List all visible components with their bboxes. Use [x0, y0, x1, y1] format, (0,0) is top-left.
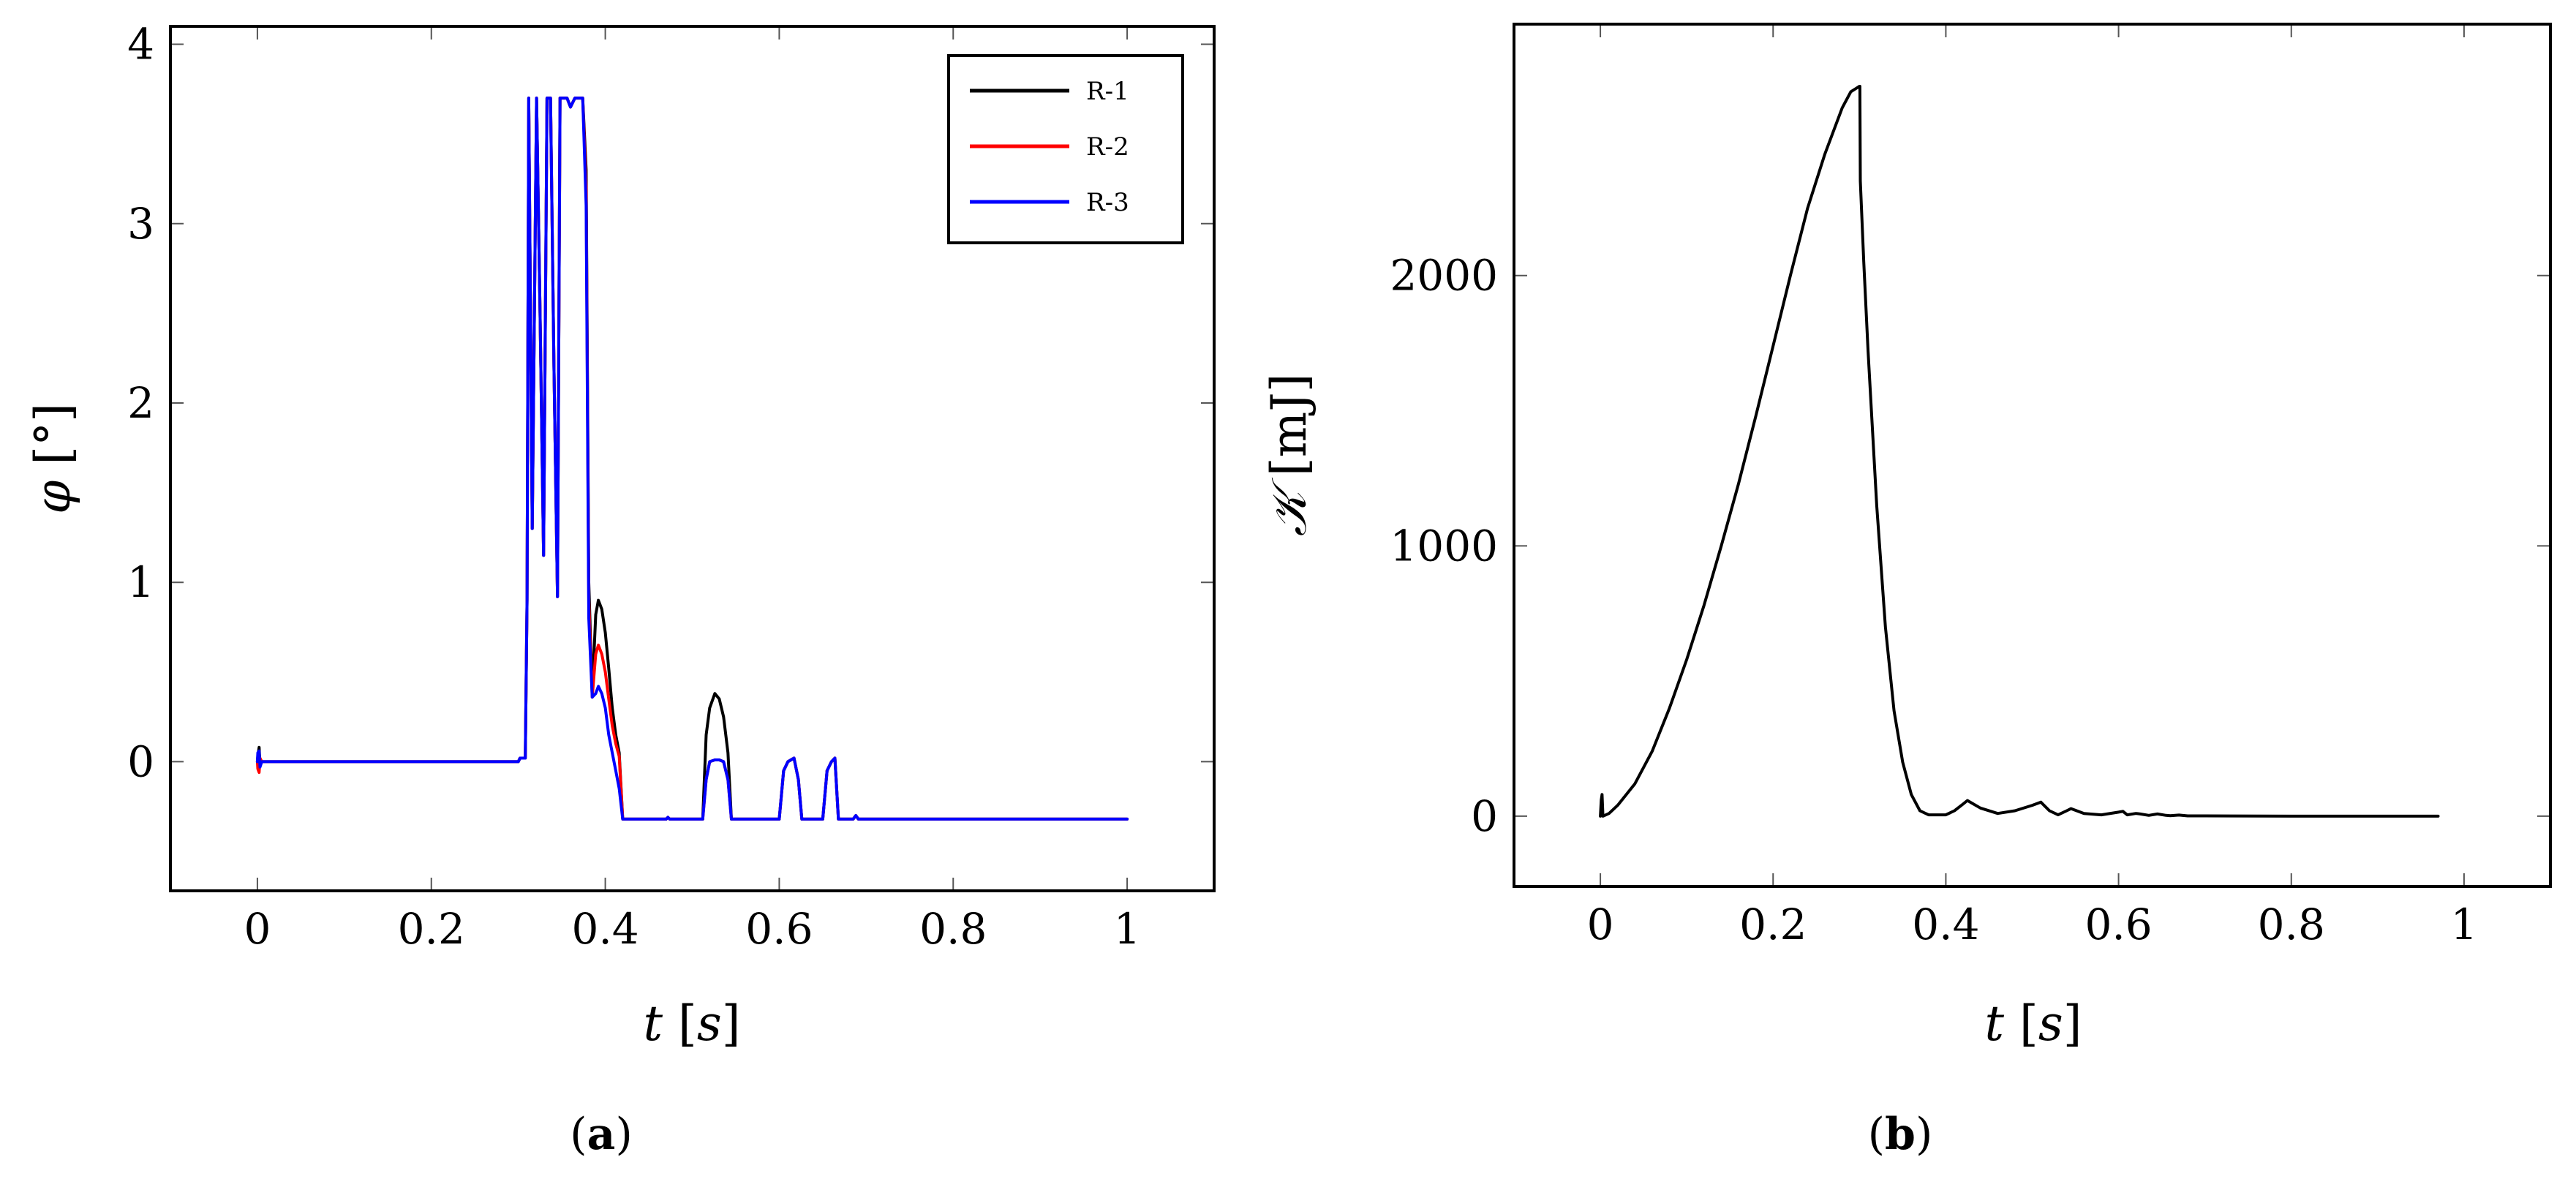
chart-b-xlabel: t [s] [1985, 995, 2082, 1052]
legend-label-r2: R-2 [1086, 132, 1129, 162]
legend-label-r3: R-3 [1086, 188, 1129, 217]
chart-b-plot-area [1599, 85, 2440, 818]
caption-a: (a) [570, 1109, 633, 1160]
chart-a-ytick-label: 2 [127, 378, 154, 428]
chart-a-series-3-line [255, 97, 1129, 821]
chart-a-xtick-label: 0 [244, 904, 271, 954]
chart-b-ytick-label: 2000 [1390, 251, 1498, 301]
chart-a-xtick-label: 0.4 [571, 904, 639, 954]
chart-b-xtick-label: 0.4 [1912, 900, 1979, 949]
chart-a-xtick-label: 0.8 [919, 904, 987, 954]
legend-box [947, 54, 1184, 244]
chart-b-ticks: 0 0.2 0.4 0.6 0.8 1 0 1000 2000 [1390, 24, 2550, 949]
chart-b-ytick-label: 1000 [1390, 521, 1498, 570]
chart-panel-a: 0 0.2 0.4 0.6 0.8 1 0 1 2 3 4 t [s] φ [°] R-1 R-2 … [25, 20, 1216, 1160]
chart-a-plot-area [255, 97, 1129, 821]
caption-b: (b) [1868, 1109, 1933, 1160]
chart-a-ytick-label: 3 [127, 199, 154, 249]
chart-panel-b: 0 0.2 0.4 0.6 0.8 1 0 1000 2000 t [s] 𝒦 [mJ] (b) [1261, 23, 2552, 1160]
chart-b-xtick-label: 0.6 [2084, 900, 2152, 949]
chart-b-ytick-label: 0 [1471, 791, 1498, 841]
chart-a-ytick-label: 0 [127, 737, 154, 786]
legend-label-r1: R-1 [1086, 77, 1129, 106]
chart-a-xlabel: t [s] [644, 995, 741, 1052]
chart-a-ticks: 0 0.2 0.4 0.6 0.8 1 0 1 2 3 4 [127, 20, 1214, 954]
chart-b-xtick-label: 1 [2450, 900, 2477, 949]
chart-a-ylabel: φ [°] [25, 403, 81, 514]
chart-b-xtick-label: 0.2 [1739, 900, 1807, 949]
chart-a-ytick-label: 1 [127, 557, 154, 607]
chart-a-xtick-label: 0.2 [398, 904, 465, 954]
chart-b-frame [1513, 23, 2552, 888]
chart-a-xtick-label: 0.6 [745, 904, 813, 954]
chart-a-ytick-label: 4 [127, 20, 154, 69]
chart-b-ylabel: 𝒦 [mJ] [1261, 374, 1317, 537]
chart-a-legend: R-1 R-2 R-3 [947, 54, 1184, 244]
chart-b-xtick-label: 0 [1587, 900, 1614, 949]
chart-a-xtick-label: 1 [1114, 904, 1141, 954]
chart-b-series-1-line [1599, 85, 2440, 818]
chart-b-xtick-label: 0.8 [2258, 900, 2325, 949]
chart-a-frame [169, 25, 1216, 892]
